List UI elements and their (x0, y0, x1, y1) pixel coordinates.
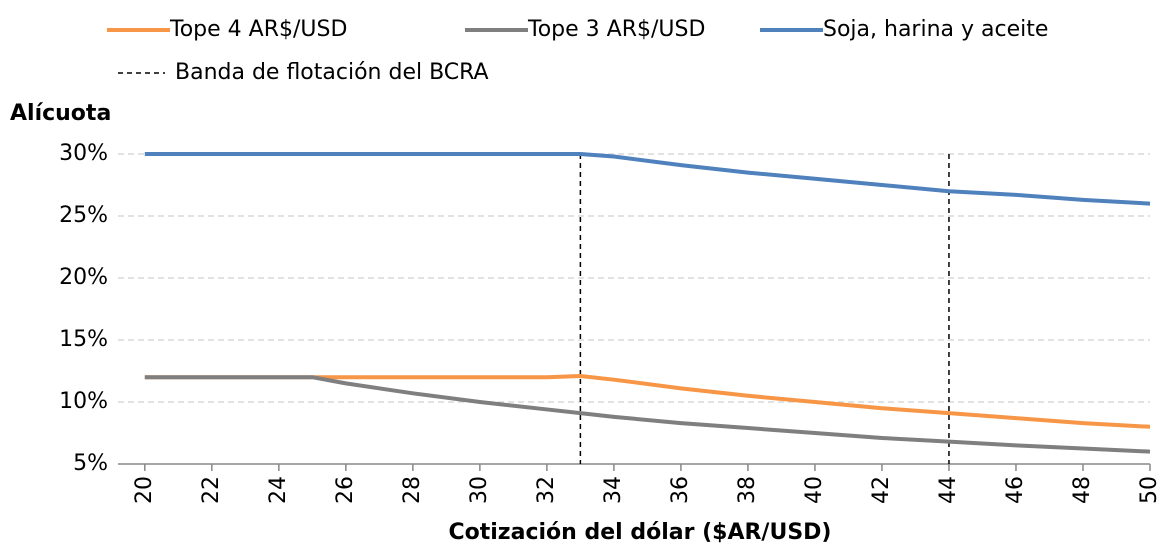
x-tick-label: 20 (132, 476, 157, 504)
x-tick-label: 26 (333, 476, 358, 504)
x-tick-label: 46 (1003, 476, 1028, 504)
x-tick-label: 36 (668, 476, 693, 504)
y-tick-label: 15% (59, 327, 108, 352)
x-tick-label: 30 (467, 476, 492, 504)
x-tick-label: 32 (534, 476, 559, 504)
y-tick-label: 25% (59, 203, 108, 228)
legend-label: Banda de flotación del BCRA (175, 60, 489, 85)
y-tick-label: 10% (59, 389, 108, 414)
x-tick-label: 22 (199, 476, 224, 504)
x-tick-label: 48 (1070, 476, 1095, 504)
x-tick-label: 34 (601, 476, 626, 504)
y-tick-label: 20% (59, 265, 108, 290)
y-tick-label: 30% (59, 141, 108, 166)
legend-label: Tope 4 AR$/USD (169, 17, 347, 42)
x-axis-title: Cotización del dólar ($AR/USD) (448, 520, 831, 545)
x-tick-label: 50 (1137, 476, 1158, 504)
y-tick-label: 5% (73, 451, 108, 476)
legend-label: Soja, harina y aceite (823, 17, 1048, 42)
x-tick-label: 24 (266, 476, 291, 504)
series-line (144, 375, 1151, 454)
series-line (144, 152, 1151, 206)
x-tick-label: 40 (802, 476, 827, 504)
legend-label: Tope 3 AR$/USD (527, 17, 705, 42)
x-tick-label: 38 (735, 476, 760, 504)
x-tick-label: 42 (869, 476, 894, 504)
x-tick-label: 44 (936, 476, 961, 504)
y-axis-title: Alícuota (10, 101, 111, 126)
x-tick-label: 28 (400, 476, 425, 504)
